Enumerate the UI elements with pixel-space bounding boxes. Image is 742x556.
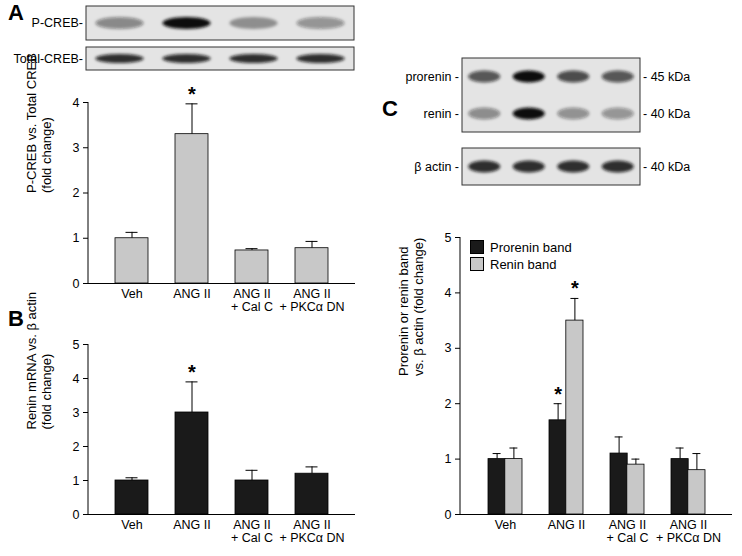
svg-text:ANG II+ Cal C: ANG II+ Cal C bbox=[606, 518, 648, 545]
svg-text:ANG II+ Cal C: ANG II+ Cal C bbox=[231, 287, 273, 314]
svg-text:ANG II: ANG II bbox=[173, 518, 211, 532]
svg-text:ANG II+ PKCα DN: ANG II+ PKCα DN bbox=[279, 518, 344, 545]
svg-text:Veh: Veh bbox=[121, 518, 143, 532]
svg-text:β actin -: β actin - bbox=[414, 160, 459, 174]
html-text:B: B bbox=[8, 306, 24, 331]
svg-text:ANG II: ANG II bbox=[548, 518, 586, 532]
svg-text:*: * bbox=[554, 383, 562, 405]
svg-text:*: * bbox=[571, 277, 579, 299]
svg-text:- 40 kDa: - 40 kDa bbox=[643, 160, 690, 174]
svg-text:1: 1 bbox=[73, 231, 80, 245]
svg-text:3: 3 bbox=[445, 341, 452, 355]
html-text:Prorenin band: Prorenin band bbox=[490, 240, 572, 255]
html-text:Renin band: Renin band bbox=[490, 257, 557, 272]
svg-text:2: 2 bbox=[73, 440, 80, 454]
svg-text:5: 5 bbox=[73, 338, 80, 352]
svg-text:ANG II: ANG II bbox=[173, 287, 211, 301]
svg-text:0: 0 bbox=[73, 508, 80, 522]
svg-text:1: 1 bbox=[445, 452, 452, 466]
svg-text:4: 4 bbox=[73, 372, 80, 386]
svg-text:0: 0 bbox=[445, 508, 452, 522]
svg-text:*: * bbox=[188, 361, 196, 383]
svg-text:- 45 kDa: - 45 kDa bbox=[643, 70, 690, 84]
svg-text:3: 3 bbox=[73, 406, 80, 420]
html-text:A: A bbox=[8, 0, 24, 25]
svg-text:Veh: Veh bbox=[121, 287, 143, 301]
svg-text:P-CREB vs. Total CREB(fold cha: P-CREB vs. Total CREB(fold change) bbox=[24, 53, 54, 193]
svg-text:1: 1 bbox=[73, 474, 80, 488]
svg-text:Veh: Veh bbox=[495, 518, 517, 532]
svg-text:ANG II+ PKCα DN: ANG II+ PKCα DN bbox=[656, 518, 721, 545]
svg-text:- 40 kDa: - 40 kDa bbox=[643, 107, 690, 121]
svg-text:4: 4 bbox=[445, 286, 452, 300]
svg-text:P-CREB-: P-CREB- bbox=[32, 16, 83, 30]
svg-text:2: 2 bbox=[73, 186, 80, 200]
svg-text:ANG II+ Cal C: ANG II+ Cal C bbox=[231, 518, 273, 545]
svg-text:4: 4 bbox=[73, 96, 80, 110]
svg-text:ANG II+ PKCα DN: ANG II+ PKCα DN bbox=[279, 287, 344, 314]
svg-text:Total-CREB-: Total-CREB- bbox=[13, 51, 83, 66]
svg-text:Prorenin or renin bandvs. β ac: Prorenin or renin bandvs. β actin (fold … bbox=[396, 238, 426, 376]
svg-text:*: * bbox=[188, 83, 196, 105]
svg-text:0: 0 bbox=[73, 277, 80, 291]
svg-text:prorenin -: prorenin - bbox=[406, 70, 460, 84]
svg-text:Renin mRNA vs. β actin(fold ch: Renin mRNA vs. β actin(fold change) bbox=[24, 292, 54, 430]
svg-text:2: 2 bbox=[445, 397, 452, 411]
svg-text:3: 3 bbox=[73, 141, 80, 155]
svg-text:5: 5 bbox=[445, 231, 452, 245]
html-text:C: C bbox=[382, 96, 398, 121]
svg-text:renin -: renin - bbox=[424, 107, 459, 121]
